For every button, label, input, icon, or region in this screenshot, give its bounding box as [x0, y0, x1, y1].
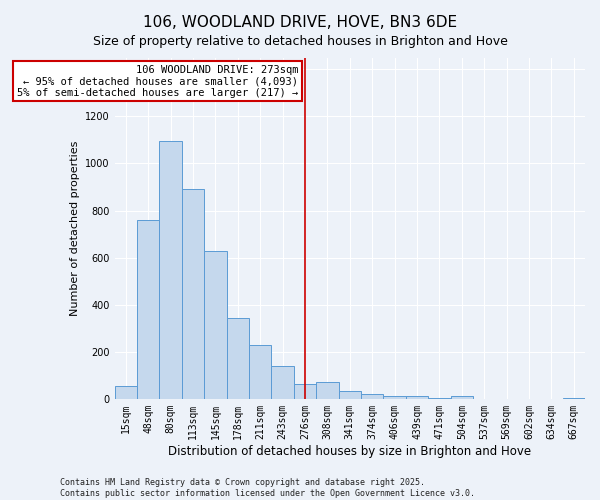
Bar — [249, 344, 271, 399]
Text: Size of property relative to detached houses in Brighton and Hove: Size of property relative to detached ho… — [92, 35, 508, 48]
Bar — [294, 384, 316, 399]
Bar — [182, 190, 204, 399]
Bar — [271, 366, 294, 399]
Bar — [428, 398, 451, 399]
Text: Contains HM Land Registry data © Crown copyright and database right 2025.
Contai: Contains HM Land Registry data © Crown c… — [60, 478, 475, 498]
Bar — [451, 396, 473, 399]
Text: 106, WOODLAND DRIVE, HOVE, BN3 6DE: 106, WOODLAND DRIVE, HOVE, BN3 6DE — [143, 15, 457, 30]
Y-axis label: Number of detached properties: Number of detached properties — [70, 140, 80, 316]
Bar — [115, 386, 137, 399]
Bar — [361, 394, 383, 399]
Text: 106 WOODLAND DRIVE: 273sqm
← 95% of detached houses are smaller (4,093)
5% of se: 106 WOODLAND DRIVE: 273sqm ← 95% of deta… — [17, 64, 298, 98]
Bar — [204, 250, 227, 399]
Bar — [160, 141, 182, 399]
Bar — [338, 390, 361, 399]
Bar — [383, 396, 406, 399]
Bar — [227, 318, 249, 399]
Bar — [406, 396, 428, 399]
Bar — [137, 220, 160, 399]
Bar — [316, 382, 338, 399]
Bar — [563, 398, 585, 399]
X-axis label: Distribution of detached houses by size in Brighton and Hove: Distribution of detached houses by size … — [168, 444, 532, 458]
